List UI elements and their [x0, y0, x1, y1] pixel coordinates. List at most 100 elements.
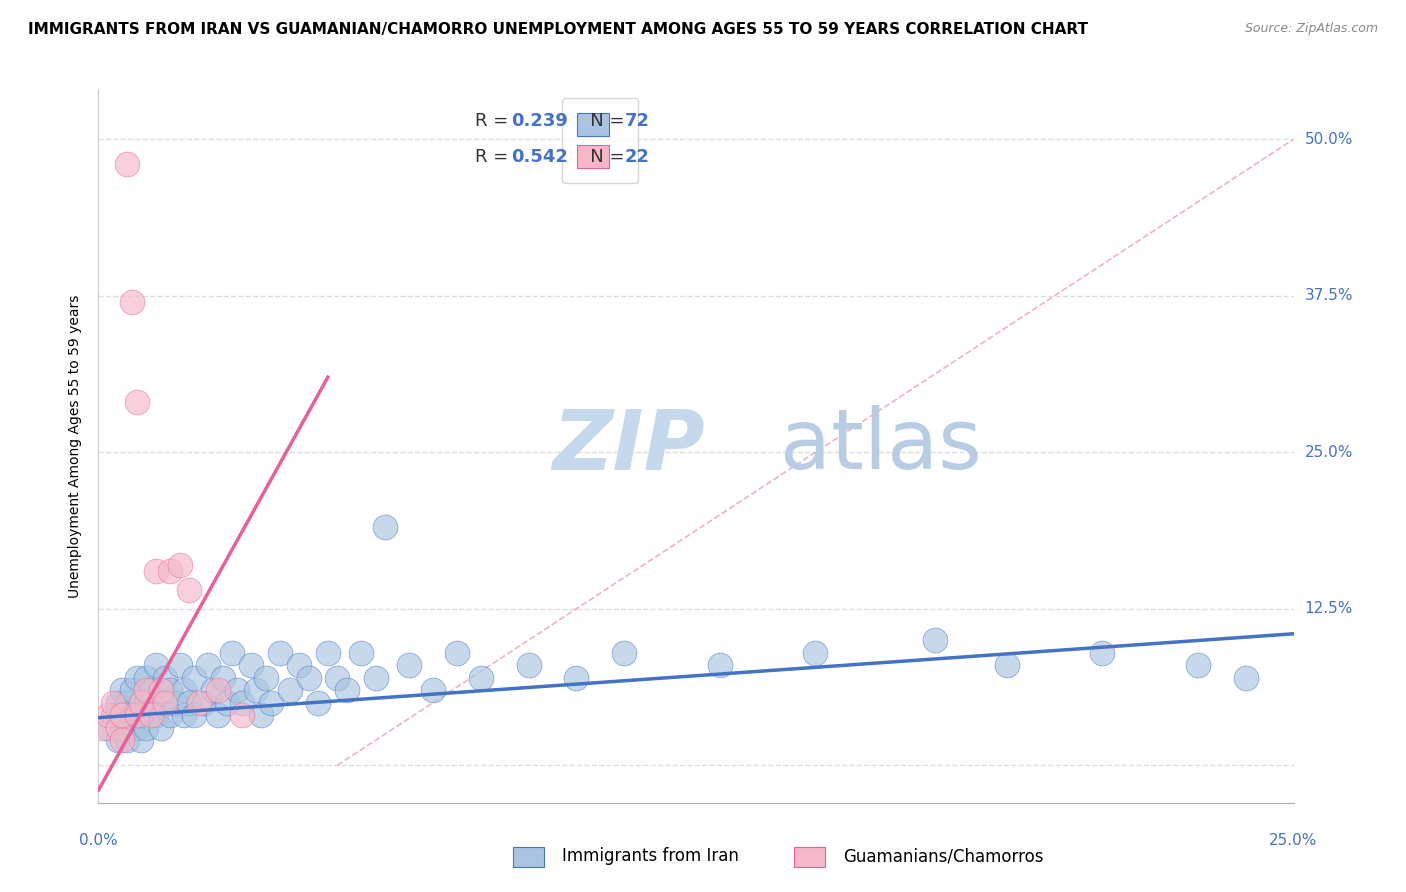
Point — [173, 708, 195, 723]
Point — [107, 696, 129, 710]
Point — [804, 646, 827, 660]
Point — [336, 683, 359, 698]
Point — [221, 646, 243, 660]
Text: 72: 72 — [624, 112, 650, 130]
Text: atlas: atlas — [779, 406, 981, 486]
Text: Source: ZipAtlas.com: Source: ZipAtlas.com — [1244, 22, 1378, 36]
Point — [169, 658, 191, 673]
Point — [183, 708, 205, 723]
Point — [364, 671, 387, 685]
Point — [211, 671, 233, 685]
Point — [97, 708, 120, 723]
Point — [207, 708, 229, 723]
Point — [924, 633, 946, 648]
Point — [1091, 646, 1114, 660]
Point — [159, 708, 181, 723]
Point — [259, 696, 281, 710]
Point — [121, 295, 143, 310]
Point — [350, 646, 373, 660]
Point — [422, 683, 444, 698]
Point — [101, 696, 124, 710]
Point — [187, 696, 209, 710]
Point — [269, 646, 291, 660]
Point — [107, 733, 129, 747]
Point — [179, 696, 201, 710]
Point — [145, 658, 167, 673]
Text: 0.0%: 0.0% — [79, 833, 118, 848]
Point — [173, 683, 195, 698]
Point — [131, 696, 153, 710]
Text: 0.542: 0.542 — [510, 148, 568, 166]
Point — [101, 708, 124, 723]
Point — [995, 658, 1018, 673]
Point — [446, 646, 468, 660]
Point — [111, 721, 134, 735]
Point — [121, 683, 143, 698]
Point — [254, 671, 277, 685]
Text: N =: N = — [572, 112, 630, 130]
Point — [115, 733, 138, 747]
Point — [111, 683, 134, 698]
Point — [131, 708, 153, 723]
Point — [125, 395, 148, 409]
Point — [125, 721, 148, 735]
Point — [183, 671, 205, 685]
Point — [131, 733, 153, 747]
Point — [163, 696, 186, 710]
Point — [217, 696, 239, 710]
Point — [374, 520, 396, 534]
Point — [125, 708, 148, 723]
Text: 25.0%: 25.0% — [1270, 833, 1317, 848]
Point — [155, 671, 177, 685]
Text: Immigrants from Iran: Immigrants from Iran — [562, 847, 740, 865]
Point — [155, 696, 177, 710]
Text: Guamanians/Chamorros: Guamanians/Chamorros — [844, 847, 1045, 865]
Text: 25.0%: 25.0% — [1305, 445, 1353, 459]
Point — [91, 721, 114, 735]
Point — [470, 671, 492, 685]
Point — [145, 564, 167, 578]
Point — [517, 658, 540, 673]
Point — [193, 696, 215, 710]
Point — [231, 696, 253, 710]
Text: 37.5%: 37.5% — [1305, 288, 1353, 303]
Point — [197, 658, 219, 673]
Point — [298, 671, 321, 685]
Text: N =: N = — [572, 148, 630, 166]
Point — [111, 708, 134, 723]
Text: R =: R = — [475, 148, 513, 166]
Text: 12.5%: 12.5% — [1305, 601, 1353, 616]
Point — [240, 658, 263, 673]
Point — [226, 683, 249, 698]
Point — [613, 646, 636, 660]
Point — [709, 658, 731, 673]
Point — [111, 708, 134, 723]
Text: R =: R = — [475, 112, 513, 130]
Point — [159, 683, 181, 698]
Point — [288, 658, 311, 673]
Point — [149, 683, 172, 698]
Point — [149, 696, 172, 710]
Text: ZIP: ZIP — [553, 406, 706, 486]
Point — [159, 564, 181, 578]
Point — [250, 708, 273, 723]
Point — [139, 683, 162, 698]
Text: IMMIGRANTS FROM IRAN VS GUAMANIAN/CHAMORRO UNEMPLOYMENT AMONG AGES 55 TO 59 YEAR: IMMIGRANTS FROM IRAN VS GUAMANIAN/CHAMOR… — [28, 22, 1088, 37]
Point — [125, 671, 148, 685]
Legend: , : , — [562, 98, 638, 183]
Point — [149, 721, 172, 735]
Point — [179, 582, 201, 597]
Y-axis label: Unemployment Among Ages 55 to 59 years: Unemployment Among Ages 55 to 59 years — [69, 294, 83, 598]
Point — [115, 157, 138, 171]
Point — [97, 721, 120, 735]
Point — [139, 708, 162, 723]
Point — [207, 683, 229, 698]
Text: 0.239: 0.239 — [510, 112, 568, 130]
Point — [1234, 671, 1257, 685]
Point — [135, 683, 157, 698]
Point — [121, 708, 143, 723]
Point — [326, 671, 349, 685]
Point — [115, 696, 138, 710]
Point — [565, 671, 588, 685]
Point — [1187, 658, 1209, 673]
